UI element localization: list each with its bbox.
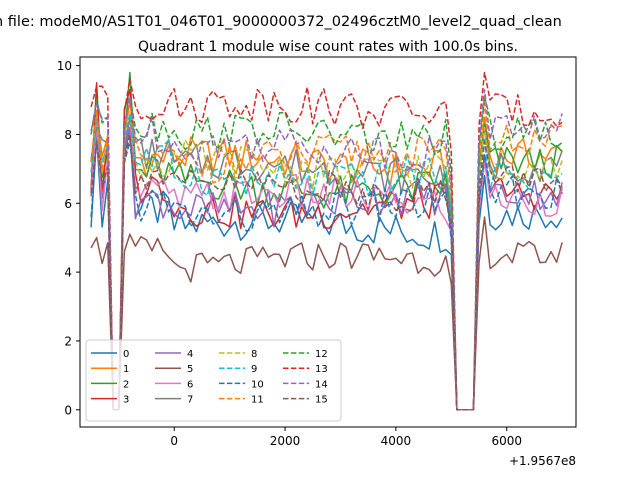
series-line-14 bbox=[90, 88, 563, 411]
legend-label-4: 4 bbox=[187, 349, 193, 360]
series-lines bbox=[90, 71, 563, 411]
plot-frame bbox=[79, 56, 577, 428]
legend-label-9: 9 bbox=[251, 364, 257, 375]
series-line-13 bbox=[90, 71, 563, 411]
legend-label-12: 12 bbox=[315, 349, 328, 360]
legend-label-13: 13 bbox=[315, 364, 328, 375]
series-line-9 bbox=[90, 113, 563, 411]
legend-label-3: 3 bbox=[123, 395, 129, 406]
legend-label-0: 0 bbox=[123, 349, 129, 360]
y-tick-label: 8 bbox=[64, 128, 72, 142]
series-line-4 bbox=[90, 126, 563, 411]
x-tick-label: 4000 bbox=[381, 434, 412, 448]
series-line-8 bbox=[90, 113, 563, 411]
x-axis: 0 2000 4000 6000 bbox=[170, 427, 522, 448]
series-line-15 bbox=[90, 133, 563, 411]
y-axis: 0 2 4 6 8 10 bbox=[57, 59, 80, 417]
x-tick-label: 0 bbox=[170, 434, 178, 448]
x-tick-label: 6000 bbox=[491, 434, 522, 448]
series-line-5 bbox=[90, 216, 563, 411]
y-tick-label: 0 bbox=[64, 403, 72, 417]
legend-label-14: 14 bbox=[315, 379, 328, 390]
series-line-12 bbox=[90, 95, 563, 411]
y-tick-label: 2 bbox=[64, 334, 72, 348]
legend-label-1: 1 bbox=[123, 364, 129, 375]
chart-title: Quadrant 1 module wise count rates with … bbox=[138, 39, 518, 55]
y-tick-label: 10 bbox=[57, 59, 72, 73]
y-tick-label: 4 bbox=[64, 266, 72, 280]
series-line-6 bbox=[90, 116, 563, 411]
legend-label-15: 15 bbox=[315, 395, 328, 406]
y-tick-label: 6 bbox=[64, 197, 72, 211]
x-axis-offset-label: +1.9567e8 bbox=[509, 454, 576, 468]
legend-label-11: 11 bbox=[251, 395, 264, 406]
legend-label-6: 6 bbox=[187, 379, 193, 390]
series-line-10 bbox=[90, 140, 563, 411]
legend-frame bbox=[85, 339, 342, 422]
legend-label-2: 2 bbox=[123, 379, 129, 390]
legend-label-8: 8 bbox=[251, 349, 257, 360]
legend-label-5: 5 bbox=[187, 364, 193, 375]
legend-label-10: 10 bbox=[251, 379, 264, 390]
x-tick-label: 2000 bbox=[270, 434, 301, 448]
legend-label-7: 7 bbox=[187, 395, 193, 406]
figure-suptitle: n file: modeM0/AS1T01_046T01_9000000372_… bbox=[0, 14, 562, 30]
